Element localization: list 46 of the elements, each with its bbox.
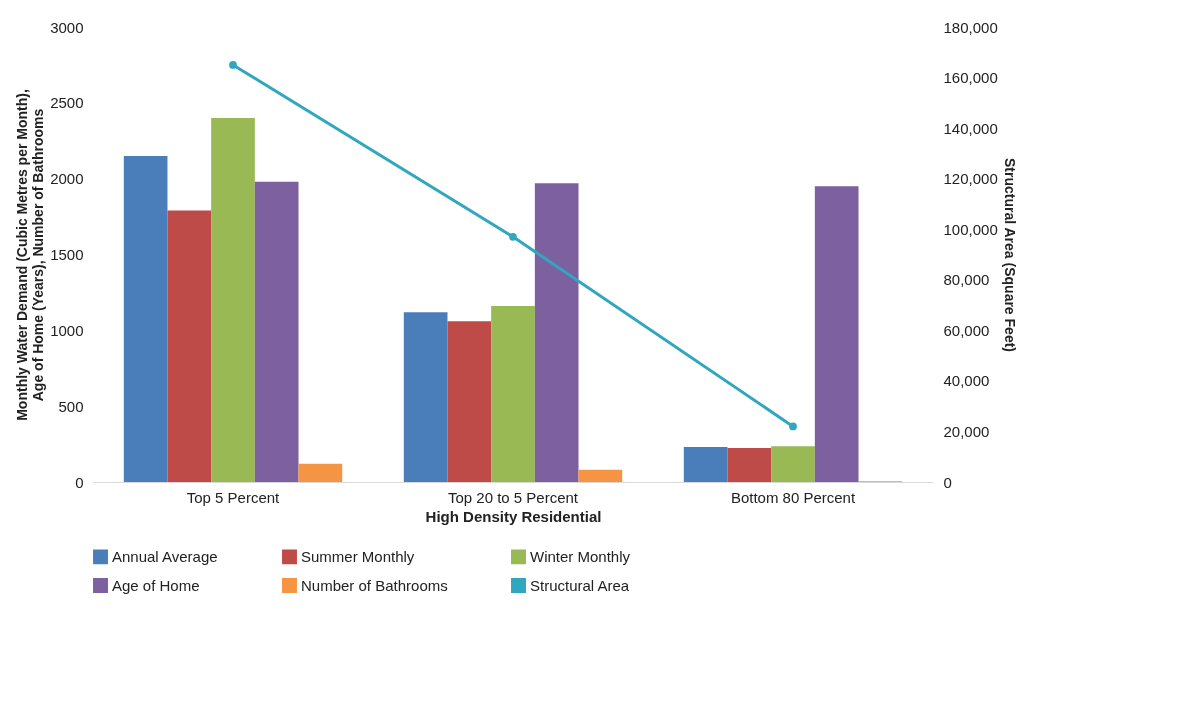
legend-label: Number of Bathrooms <box>301 576 448 594</box>
y2-tick-label: 40,000 <box>943 372 990 390</box>
y2-tick-label: 140,000 <box>943 119 998 137</box>
bar <box>814 186 859 482</box>
bar <box>578 469 623 482</box>
y2-axis-title: Structural Area (Square Feet) <box>1001 158 1018 352</box>
y2-tick-label: 0 <box>943 473 952 491</box>
legend-label: Summer Monthly <box>301 547 415 565</box>
x-axis-title: High Density Residential <box>425 507 602 525</box>
y-tick-label: 500 <box>58 397 84 415</box>
y2-tick-label: 60,000 <box>943 321 990 339</box>
x-tick-label: Bottom 80 Percent <box>730 488 856 506</box>
legend-label: Winter Monthly <box>530 547 631 565</box>
x-tick-label: Top 20 to 5 Percent <box>447 488 579 506</box>
bar <box>298 463 343 482</box>
y2-tick-label: 80,000 <box>943 271 990 289</box>
bar <box>123 155 168 482</box>
y-tick-label: 0 <box>75 473 84 491</box>
y-tick-label: 1500 <box>50 246 84 263</box>
bar <box>534 183 579 482</box>
bar <box>447 321 492 482</box>
bar <box>727 447 772 482</box>
point <box>229 61 237 69</box>
y2-tick-label: 20,000 <box>943 422 990 440</box>
bar <box>211 118 255 482</box>
y-tick-label: 1000 <box>50 321 84 339</box>
y2-tick-label: 160,000 <box>943 69 998 87</box>
bar <box>254 181 299 482</box>
bar <box>403 312 448 482</box>
x-tick-label: Top 5 Percent <box>186 488 281 506</box>
y-tick-label: 2000 <box>50 170 84 188</box>
bar <box>683 447 728 482</box>
point <box>509 232 517 241</box>
bar <box>167 210 212 482</box>
y-axis-title: Monthly Water Demand (Cubic Metres per Month), Age of Home (Years), Number of Bathrooms <box>14 89 47 421</box>
y2-tick-label: 180,000 <box>943 18 998 36</box>
y2-tick-label: 120,000 <box>943 170 998 188</box>
legend-label: Age of Home <box>112 576 200 594</box>
y-tick-label: 3000 <box>50 18 84 36</box>
legend-label: Annual Average <box>112 547 218 565</box>
y2-tick-label: 100,000 <box>943 220 998 238</box>
point <box>789 422 797 431</box>
legend-label: Structural Area <box>530 576 630 594</box>
bar <box>771 446 815 482</box>
y-tick-label: 2500 <box>50 94 84 112</box>
bar <box>491 306 535 482</box>
